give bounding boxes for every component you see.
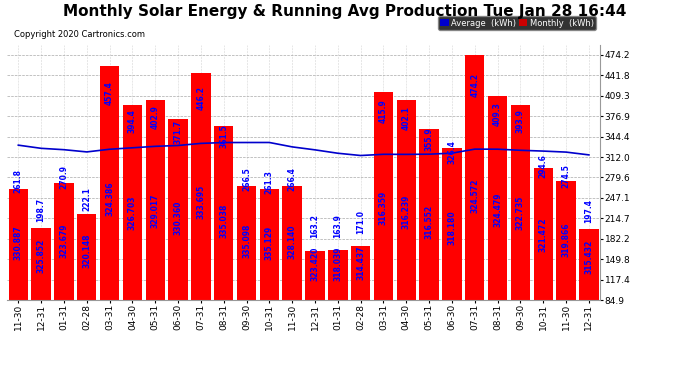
Bar bbox=[168, 120, 188, 354]
Text: 324.479: 324.479 bbox=[493, 193, 502, 227]
Text: 321.472: 321.472 bbox=[539, 218, 548, 252]
Text: Monthly Solar Energy & Running Avg Production Tue Jan 28 16:44: Monthly Solar Energy & Running Avg Produ… bbox=[63, 4, 627, 19]
Bar bbox=[214, 126, 233, 354]
Text: 320.148: 320.148 bbox=[82, 234, 91, 268]
Bar bbox=[397, 100, 416, 354]
Text: 266.5: 266.5 bbox=[242, 167, 251, 191]
Bar bbox=[579, 229, 599, 354]
Text: 474.2: 474.2 bbox=[471, 73, 480, 97]
Text: 163.2: 163.2 bbox=[310, 214, 319, 238]
Text: Copyright 2020 Cartronics.com: Copyright 2020 Cartronics.com bbox=[14, 30, 145, 39]
Bar bbox=[420, 129, 439, 354]
Text: 318.039: 318.039 bbox=[333, 247, 342, 281]
Text: 324.386: 324.386 bbox=[105, 182, 114, 216]
Bar bbox=[533, 168, 553, 354]
Bar bbox=[123, 105, 142, 354]
Text: 316.359: 316.359 bbox=[379, 191, 388, 225]
Bar bbox=[374, 92, 393, 354]
Bar bbox=[55, 183, 74, 354]
Text: 335.129: 335.129 bbox=[265, 225, 274, 260]
Text: 322.735: 322.735 bbox=[516, 196, 525, 230]
Text: 261.8: 261.8 bbox=[14, 170, 23, 194]
Bar bbox=[511, 105, 530, 354]
Bar bbox=[305, 251, 325, 354]
Bar bbox=[351, 246, 371, 354]
Text: 222.1: 222.1 bbox=[82, 188, 91, 211]
Text: 402.1: 402.1 bbox=[402, 106, 411, 130]
Text: 329.017: 329.017 bbox=[150, 194, 160, 228]
Text: 274.5: 274.5 bbox=[562, 164, 571, 188]
Bar bbox=[77, 214, 97, 354]
Text: 294.6: 294.6 bbox=[539, 154, 548, 178]
Text: 314.437: 314.437 bbox=[356, 245, 365, 280]
Bar bbox=[100, 66, 119, 354]
Text: 361.5: 361.5 bbox=[219, 124, 228, 148]
Text: 318.180: 318.180 bbox=[447, 211, 457, 245]
Text: 171.0: 171.0 bbox=[356, 210, 365, 234]
Text: 409.3: 409.3 bbox=[493, 102, 502, 126]
Text: 402.9: 402.9 bbox=[150, 105, 160, 129]
Text: 457.4: 457.4 bbox=[105, 81, 114, 105]
Text: 330.360: 330.360 bbox=[174, 201, 183, 235]
Bar bbox=[556, 181, 575, 354]
Text: 197.4: 197.4 bbox=[584, 198, 593, 222]
Text: 335.098: 335.098 bbox=[242, 224, 251, 258]
Text: 325.852: 325.852 bbox=[37, 239, 46, 273]
Bar bbox=[146, 100, 165, 354]
Text: 270.9: 270.9 bbox=[59, 165, 68, 189]
Text: 315.432: 315.432 bbox=[584, 239, 593, 274]
Bar bbox=[8, 189, 28, 354]
Text: 326.703: 326.703 bbox=[128, 196, 137, 230]
Text: 393.9: 393.9 bbox=[516, 110, 525, 134]
Text: 335.038: 335.038 bbox=[219, 203, 228, 237]
Bar bbox=[465, 55, 484, 354]
Text: 324.572: 324.572 bbox=[471, 178, 480, 213]
Text: 326.4: 326.4 bbox=[447, 140, 457, 164]
Text: 316.552: 316.552 bbox=[424, 204, 433, 238]
Text: 323.420: 323.420 bbox=[310, 247, 319, 281]
Text: 261.3: 261.3 bbox=[265, 170, 274, 194]
Bar bbox=[488, 96, 507, 354]
Text: 355.9: 355.9 bbox=[424, 127, 433, 150]
Text: 394.4: 394.4 bbox=[128, 109, 137, 133]
Text: 266.4: 266.4 bbox=[288, 167, 297, 191]
Text: 319.866: 319.866 bbox=[562, 222, 571, 257]
Bar bbox=[442, 148, 462, 354]
Text: 330.887: 330.887 bbox=[14, 225, 23, 260]
Text: 446.2: 446.2 bbox=[197, 86, 206, 110]
Text: 328.140: 328.140 bbox=[288, 224, 297, 258]
Bar bbox=[282, 186, 302, 354]
Legend: Average  (kWh), Monthly  (kWh): Average (kWh), Monthly (kWh) bbox=[438, 16, 596, 30]
Bar bbox=[191, 73, 210, 354]
Text: 198.7: 198.7 bbox=[37, 198, 46, 222]
Text: 333.695: 333.695 bbox=[197, 184, 206, 219]
Bar bbox=[237, 186, 256, 354]
Text: 163.9: 163.9 bbox=[333, 214, 342, 238]
Text: 323.679: 323.679 bbox=[59, 223, 68, 258]
Text: 415.9: 415.9 bbox=[379, 100, 388, 123]
Bar bbox=[259, 189, 279, 354]
Text: 316.239: 316.239 bbox=[402, 194, 411, 229]
Bar bbox=[328, 250, 348, 354]
Text: 371.7: 371.7 bbox=[174, 120, 183, 144]
Bar bbox=[32, 228, 51, 354]
